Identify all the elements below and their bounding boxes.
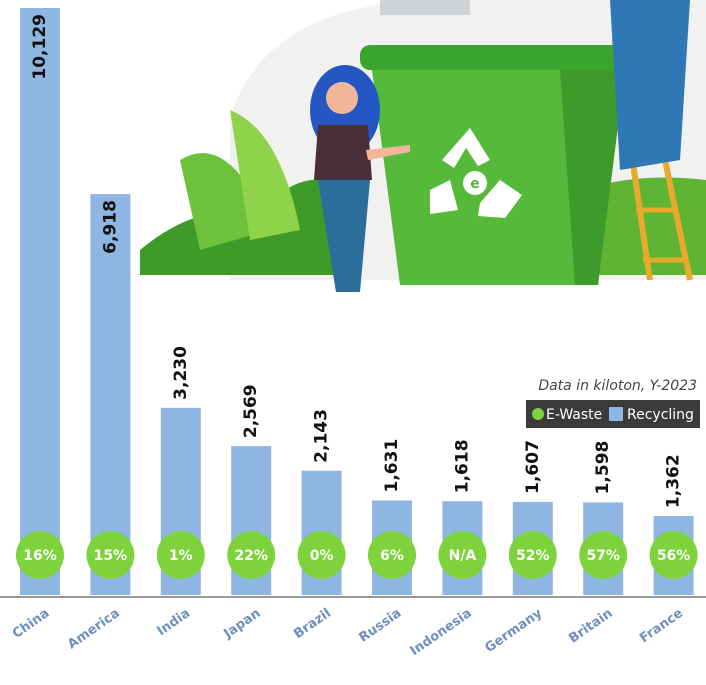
legend-label: Recycling [627,407,694,423]
dot-label: 0% [310,548,334,564]
x-tick-label: France [637,606,686,647]
x-tick-label: Germany [482,606,545,656]
data-label: 1,618 [452,439,472,493]
legend-swatch [609,407,623,421]
dot-label: N/A [449,548,477,564]
x-tick-label: China [10,606,52,642]
x-tick-label: Britain [566,606,615,647]
data-label: 6,918 [100,200,120,254]
dot-label: 1% [169,548,193,564]
x-tick-label: Indonesia [408,606,475,659]
data-label: 1,607 [523,440,543,494]
data-label: 10,129 [30,14,50,80]
dot-label: 15% [94,548,128,564]
dot-label: 56% [657,548,691,564]
x-tick-label: India [154,606,193,639]
chart: e Data in kiloton, Y-2023 10,129 16% China… [0,0,706,685]
x-tick-label: Japan [221,606,264,642]
legend-swatch [532,408,544,420]
data-label: 2,569 [241,384,261,438]
x-tick-label: Russia [356,606,404,646]
x-tick-label: America [65,606,123,653]
data-label: 1,631 [382,439,402,493]
illustration: e [140,0,706,292]
dot-label: 57% [586,548,620,564]
svg-text:e: e [470,176,480,192]
data-label: 2,143 [312,409,332,463]
data-label: 1,598 [593,441,613,495]
legend-label: E-Waste [546,407,602,423]
x-tick-label: Brazil [291,606,334,642]
dot-label: 6% [380,548,404,564]
data-label: 3,230 [171,346,191,400]
subtitle: Data in kiloton, Y-2023 [538,378,697,394]
dot-label: 22% [234,548,268,564]
data-label: 1,362 [664,454,684,508]
bar [20,8,60,595]
dot-label: 52% [516,548,550,564]
dot-label: 16% [23,548,57,564]
